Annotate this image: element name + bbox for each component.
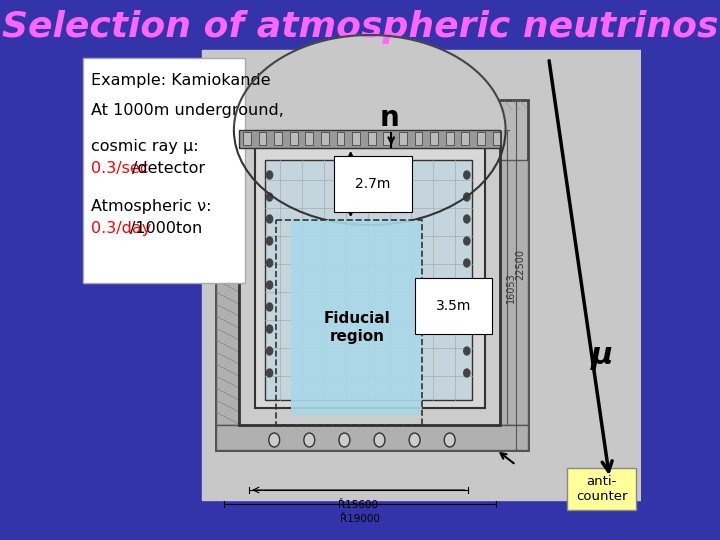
Text: Ř19000: Ř19000 xyxy=(340,514,380,524)
Circle shape xyxy=(464,237,470,245)
Bar xyxy=(305,132,313,145)
Circle shape xyxy=(464,215,470,223)
Bar xyxy=(243,132,251,145)
Text: /detector: /detector xyxy=(132,160,204,176)
Bar xyxy=(274,132,282,145)
Polygon shape xyxy=(234,35,505,130)
Bar xyxy=(477,132,485,145)
Circle shape xyxy=(464,325,470,333)
Bar xyxy=(399,132,407,145)
Bar xyxy=(239,130,500,148)
Circle shape xyxy=(464,347,470,355)
Text: Atmospheric ν:: Atmospheric ν: xyxy=(91,199,212,213)
Text: μ: μ xyxy=(590,341,613,369)
Circle shape xyxy=(374,433,385,447)
Text: 0.3/sec: 0.3/sec xyxy=(91,160,148,176)
Text: Ř15600: Ř15600 xyxy=(338,500,379,510)
Bar xyxy=(292,220,423,415)
Bar xyxy=(79,0,641,50)
Circle shape xyxy=(339,433,350,447)
Text: 16053: 16053 xyxy=(506,272,516,303)
Circle shape xyxy=(464,171,470,179)
Circle shape xyxy=(464,369,470,377)
Text: Example: Kamiokande: Example: Kamiokande xyxy=(91,72,271,87)
Circle shape xyxy=(266,347,273,355)
Circle shape xyxy=(464,259,470,267)
Circle shape xyxy=(464,193,470,201)
Bar xyxy=(216,425,528,450)
Bar xyxy=(216,160,239,425)
Text: 2.7m: 2.7m xyxy=(356,177,391,191)
Circle shape xyxy=(266,215,273,223)
Text: cosmic ray μ:: cosmic ray μ: xyxy=(91,138,199,153)
Circle shape xyxy=(266,369,273,377)
Circle shape xyxy=(304,433,315,447)
Circle shape xyxy=(266,259,273,267)
Text: n: n xyxy=(379,104,400,132)
Text: 22500: 22500 xyxy=(516,249,526,280)
Bar xyxy=(492,132,500,145)
Circle shape xyxy=(266,193,273,201)
Circle shape xyxy=(464,281,470,289)
Circle shape xyxy=(464,303,470,311)
Bar xyxy=(83,58,246,283)
Bar xyxy=(216,100,528,450)
Bar xyxy=(462,132,469,145)
Text: /1000ton: /1000ton xyxy=(130,220,202,235)
Bar xyxy=(321,132,329,145)
Bar xyxy=(202,50,641,500)
Circle shape xyxy=(266,303,273,311)
Bar xyxy=(239,130,500,425)
Text: At 1000m underground,: At 1000m underground, xyxy=(91,103,284,118)
Circle shape xyxy=(266,281,273,289)
Circle shape xyxy=(266,325,273,333)
Bar xyxy=(276,220,423,425)
Bar xyxy=(567,468,636,510)
Bar xyxy=(383,132,391,145)
Bar xyxy=(352,132,360,145)
Bar xyxy=(258,132,266,145)
Bar xyxy=(255,148,485,408)
Text: anti-
counter: anti- counter xyxy=(576,475,628,503)
Text: 0.3/day: 0.3/day xyxy=(91,220,151,235)
Bar xyxy=(368,132,376,145)
Circle shape xyxy=(444,433,455,447)
Bar xyxy=(415,132,423,145)
Text: Selection of atmospheric neutrinos: Selection of atmospheric neutrinos xyxy=(1,10,719,44)
Bar xyxy=(430,132,438,145)
Circle shape xyxy=(266,237,273,245)
Bar xyxy=(290,132,297,145)
Text: Fiducial
region: Fiducial region xyxy=(323,311,390,343)
Circle shape xyxy=(409,433,420,447)
Circle shape xyxy=(266,171,273,179)
Text: 3.5m: 3.5m xyxy=(436,299,472,313)
Bar xyxy=(265,160,472,400)
Bar xyxy=(337,132,344,145)
Bar xyxy=(500,160,528,425)
Circle shape xyxy=(269,433,279,447)
Bar xyxy=(446,132,454,145)
